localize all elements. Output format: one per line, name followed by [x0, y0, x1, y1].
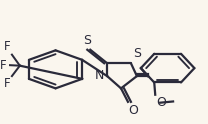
Text: S: S: [83, 34, 91, 47]
Text: O: O: [156, 96, 166, 109]
Text: F: F: [4, 40, 11, 53]
Text: S: S: [133, 46, 141, 60]
Text: F: F: [0, 59, 7, 72]
Text: F: F: [4, 77, 11, 90]
Text: O: O: [128, 104, 138, 117]
Text: N: N: [95, 69, 104, 82]
